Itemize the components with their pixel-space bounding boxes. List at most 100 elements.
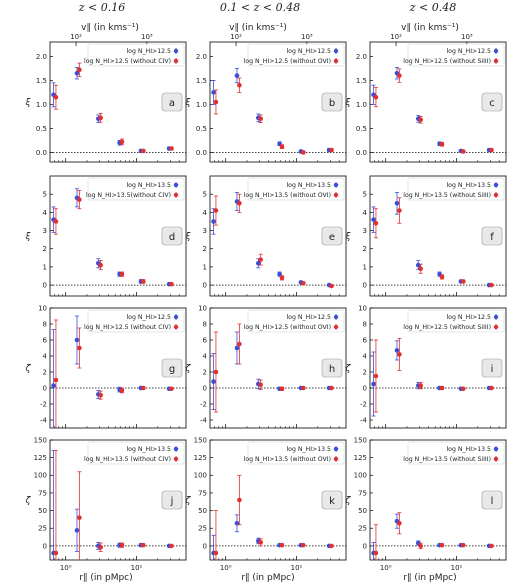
data-point (439, 385, 445, 391)
legend-box (407, 43, 505, 67)
axes-frame (49, 175, 187, 297)
bottom-axis-label-1: r∥ (in pMpc) (79, 573, 132, 583)
legend-marker (173, 456, 179, 462)
data-point (77, 471, 82, 560)
y-tick-label: 4 (203, 209, 208, 217)
data-point (461, 279, 466, 284)
y-tick-label: -2 (200, 400, 207, 408)
y-tick-label: 10 (38, 304, 47, 312)
legend-marker (173, 446, 179, 452)
data-point (258, 114, 263, 124)
data-point (53, 450, 59, 560)
legend-marker (493, 456, 499, 462)
panel-tag-box (481, 490, 503, 510)
legend-marker (493, 48, 499, 54)
panel-tag: c (481, 92, 503, 112)
data-point (74, 67, 80, 80)
legend-entry: log N_HI>12.5 (without CIV) (84, 324, 171, 331)
data-point (301, 280, 306, 286)
legend-entry: log N_HI>13.5 (446, 446, 491, 453)
data-point (234, 331, 240, 365)
point-marker (489, 282, 494, 288)
y-tick-label: 0 (43, 542, 47, 550)
axes-frame (369, 439, 507, 561)
point-marker (373, 373, 379, 379)
y-axis-label: ξ (24, 98, 31, 108)
data-point (301, 150, 306, 155)
y-tick-label: 100 (34, 472, 47, 480)
y-tick-label: 0.5 (356, 125, 367, 133)
y-tick-label: 3 (363, 227, 367, 235)
panel-tag-label: k (329, 496, 335, 507)
legend-entry: log N_HI>13.5 (126, 446, 171, 453)
y-tick-label: 0.0 (36, 149, 47, 157)
point-marker (234, 345, 240, 351)
legend-entry: log N_HI>13.5 (446, 182, 491, 189)
axes-frame (209, 175, 347, 297)
legend-box (407, 309, 505, 333)
y-tick-label: -4 (200, 416, 208, 424)
y-tick-label: -4 (40, 416, 48, 424)
y-tick-label: 2.0 (36, 53, 47, 61)
top-tick-label: 10² (390, 33, 402, 41)
y-tick-label: 0 (363, 542, 367, 550)
panel-tag-label: c (489, 98, 495, 109)
legend-entry: log N_HI>12.5 (286, 48, 331, 55)
legend-entry: log N_HI>12.5 (without SiIII) (403, 324, 491, 331)
point-marker (213, 550, 219, 556)
data-point (98, 260, 103, 271)
data-point (418, 542, 423, 550)
y-tick-label: 3 (43, 227, 47, 235)
panel-k: 0 25 50 75 100 125 150 ζ 10⁰ 10¹ log N_HI>13.5log … (185, 436, 347, 572)
point-marker (51, 383, 56, 388)
y-tick-label: 125 (354, 454, 367, 462)
point-marker (237, 200, 242, 206)
data-point (258, 379, 263, 391)
data-point (169, 281, 174, 287)
y-tick-label: -2 (360, 400, 367, 408)
y-axis-label: ζ (25, 496, 32, 506)
column-title-3: z < 0.48 (409, 1, 457, 14)
y-tick-label: 0 (363, 281, 367, 289)
legend-marker (173, 58, 179, 64)
y-axis-label: ξ (344, 98, 351, 108)
column-titles: z < 0.16 0.1 < z < 0.48 z < 0.48 (78, 1, 457, 14)
data-point (211, 534, 216, 560)
point-marker (77, 197, 82, 202)
top-tick-label: 10³ (301, 33, 313, 41)
data-point (439, 542, 445, 548)
point-marker (371, 381, 376, 387)
point-marker (255, 260, 261, 266)
data-point (119, 387, 125, 394)
data-point (211, 80, 216, 105)
point-marker (397, 73, 402, 78)
legend-marker (173, 314, 179, 320)
data-point (397, 68, 402, 83)
axes-frame (369, 307, 507, 429)
point-marker (141, 385, 146, 391)
data-point (258, 538, 263, 547)
y-tick-label: 50 (358, 507, 367, 515)
top-tick-label: 10³ (461, 33, 473, 41)
y-tick-label: 2 (203, 368, 207, 376)
data-point (489, 385, 494, 391)
data-point (77, 62, 82, 77)
panel-tag: a (161, 92, 183, 112)
y-tick-label: 1.0 (356, 101, 367, 109)
y-tick-label: 2 (363, 245, 367, 253)
data-point (301, 542, 306, 548)
y-tick-label: 25 (198, 525, 207, 533)
point-marker (77, 345, 82, 351)
legend-box (87, 309, 185, 333)
legend-entry: log N_HI>13.5 (286, 446, 331, 453)
point-marker (258, 257, 263, 262)
point-marker (213, 208, 219, 213)
y-tick-label: 8 (43, 320, 47, 328)
point-marker (53, 550, 59, 556)
point-marker (397, 520, 402, 526)
